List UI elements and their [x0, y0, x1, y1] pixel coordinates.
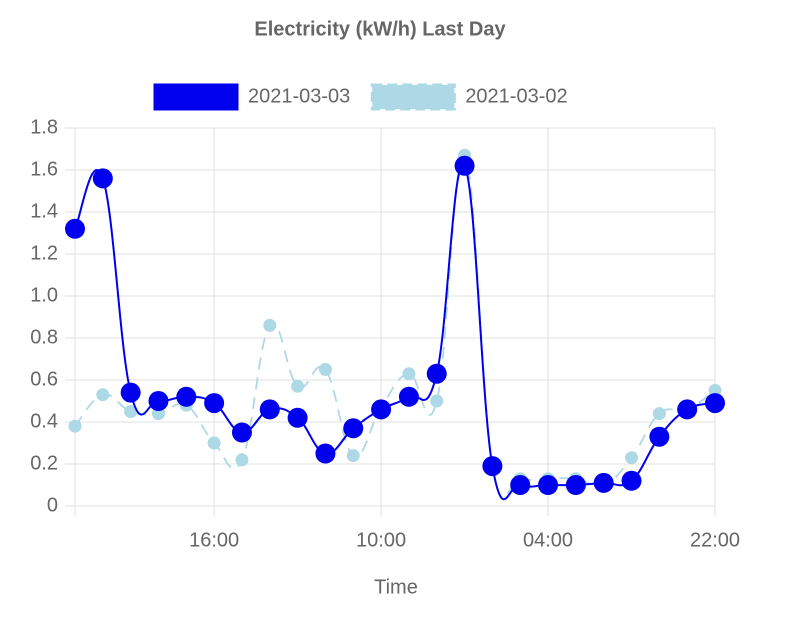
y-tick-label: 1.0 — [30, 284, 58, 306]
data-point — [426, 363, 447, 384]
data-point — [287, 407, 308, 428]
data-point — [259, 399, 280, 420]
data-point — [263, 318, 277, 332]
data-point — [621, 470, 642, 491]
y-tick-label: 0.6 — [30, 368, 58, 390]
y-tick-label: 0 — [47, 494, 58, 516]
data-point — [402, 367, 416, 381]
data-point — [565, 475, 586, 495]
data-point — [454, 155, 475, 176]
chart-title: Electricity (kW/h) Last Day — [254, 18, 506, 40]
y-tick-label: 1.2 — [30, 242, 58, 264]
series-line — [74, 163, 716, 501]
data-point — [68, 419, 82, 433]
y-tick-label: 1.8 — [30, 116, 58, 138]
series-line — [74, 154, 716, 499]
data-point — [291, 379, 305, 393]
x-axis-label: Time — [374, 576, 418, 598]
data-point — [207, 436, 221, 450]
data-point — [120, 382, 141, 403]
data-point — [346, 449, 360, 463]
data-point — [235, 453, 249, 467]
data-point — [398, 386, 419, 407]
legend-label: 2021-03-03 — [248, 85, 350, 107]
data-point — [148, 391, 169, 411]
data-point — [625, 451, 639, 465]
data-point — [510, 475, 531, 495]
data-point — [371, 399, 392, 420]
data-point — [65, 218, 85, 239]
data-point — [204, 393, 225, 414]
data-point — [430, 394, 444, 408]
data-point — [92, 168, 113, 189]
y-tick-label: 0.4 — [30, 410, 58, 432]
x-tick-label: 16:00 — [189, 529, 239, 551]
x-tick-label: 10:00 — [356, 529, 406, 551]
y-tick-label: 0.8 — [30, 326, 58, 348]
y-tick-label: 1.4 — [30, 200, 58, 222]
x-tick-label: 04:00 — [523, 529, 573, 551]
x-tick-label: 22:00 — [690, 529, 740, 551]
data-point — [124, 405, 138, 418]
data-point — [96, 388, 110, 402]
data-point — [315, 443, 336, 464]
data-point — [652, 407, 666, 421]
y-tick-label: 0.2 — [30, 452, 58, 474]
legend-label: 2021-03-02 — [465, 85, 567, 107]
data-point — [649, 426, 670, 447]
data-point — [482, 456, 503, 477]
data-point — [677, 399, 698, 420]
data-point — [231, 422, 252, 443]
data-point — [593, 472, 614, 493]
y-tick-label: 1.6 — [30, 158, 58, 180]
legend-swatch — [370, 83, 456, 111]
data-point — [538, 475, 559, 495]
data-point — [343, 418, 364, 439]
data-point — [176, 386, 197, 407]
data-point — [705, 393, 725, 414]
data-point — [318, 363, 332, 376]
legend-swatch — [153, 83, 239, 111]
